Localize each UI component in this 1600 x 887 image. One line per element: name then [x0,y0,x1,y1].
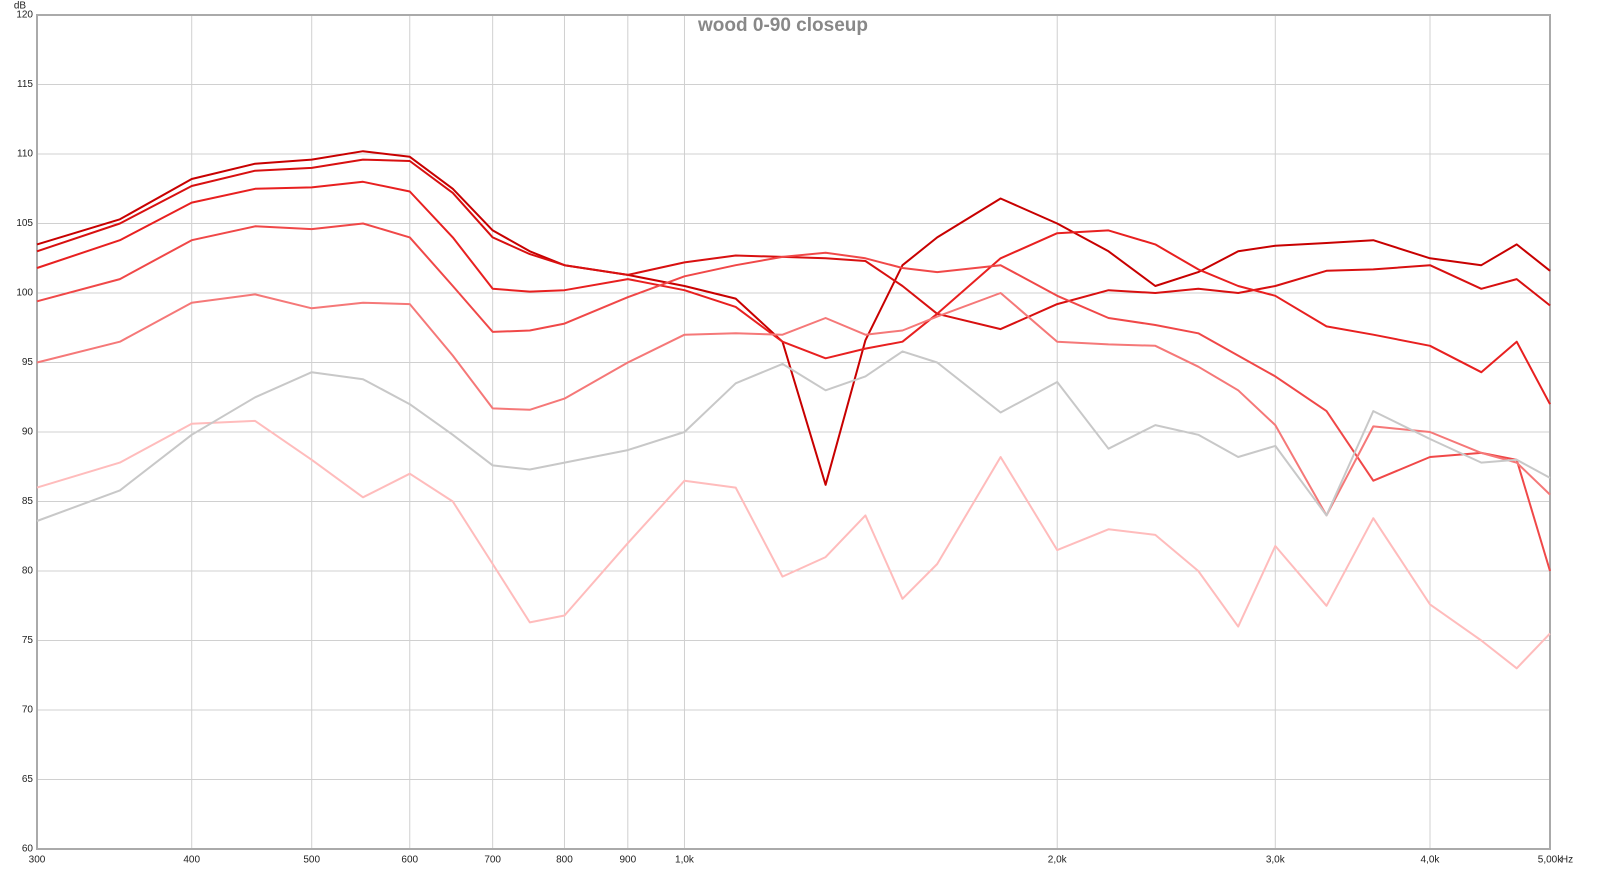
x-tick-label: 500 [303,855,320,866]
y-tick-label: 95 [22,357,34,368]
y-tick-label: 105 [16,218,33,229]
y-tick-label: 90 [22,427,34,438]
x-tick-label: 400 [183,855,200,866]
x-axis-label: Hz [1561,855,1573,866]
x-tick-label: 2,0k [1048,855,1068,866]
x-tick-label: 5,00k [1538,855,1563,866]
series-line [36,158,1551,331]
y-tick-label: 60 [22,844,34,855]
chart-title: wood 0-90 closeup [697,15,868,36]
series-line [36,150,1551,486]
series-line [36,350,1551,522]
y-axis-label: dB [14,1,27,12]
y-tick-label: 70 [22,705,34,716]
x-tick-label: 700 [484,855,501,866]
y-tick-label: 65 [22,774,34,785]
y-tick-label: 75 [22,635,34,646]
x-tick-label: 4,0k [1421,855,1441,866]
series-line [36,292,1551,517]
y-tick-label: 120 [16,10,33,21]
series-line [36,222,1551,572]
x-tick-label: 900 [619,855,636,866]
series-line [36,419,1551,670]
x-tick-label: 300 [29,855,46,866]
y-tick-label: 115 [17,79,33,90]
y-tick-label: 85 [22,496,34,507]
y-tick-label: 80 [22,566,34,577]
series-line [36,180,1551,405]
x-tick-label: 1,0k [675,855,695,866]
x-tick-label: 800 [556,855,573,866]
y-tick-label: 100 [16,288,33,299]
x-tick-label: 3,0k [1266,855,1286,866]
plot-frame [36,14,1551,850]
x-tick-label: 600 [401,855,418,866]
y-tick-label: 110 [17,149,33,160]
